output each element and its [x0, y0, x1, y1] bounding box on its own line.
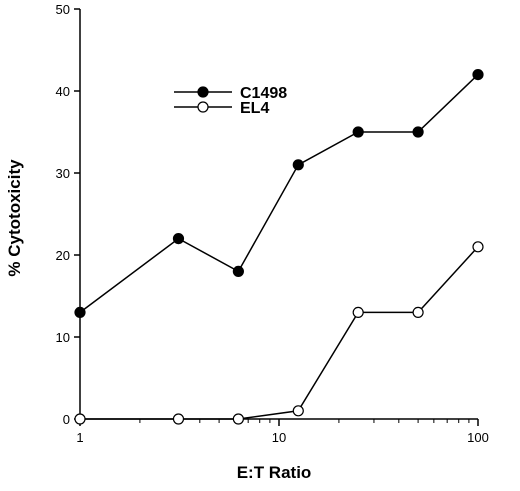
- data-point-el4: [352, 306, 364, 318]
- data-point-el4: [472, 241, 484, 253]
- data-point-el4: [292, 405, 304, 417]
- y-tick-label: 50: [56, 2, 70, 17]
- y-axis-title: % Cytotoxicity: [5, 159, 24, 277]
- data-point-el4: [232, 413, 244, 425]
- data-point-c1498: [172, 233, 185, 245]
- x-tick-label: 100: [467, 430, 489, 445]
- series-line-c1498: [79, 74, 479, 314]
- x-axis-title: E:T Ratio: [237, 463, 312, 482]
- data-point-c1498: [292, 159, 304, 171]
- legend-marker-el4: [197, 101, 209, 113]
- legend-label-el4: EL4: [240, 100, 269, 117]
- y-tick-label: 30: [56, 166, 70, 181]
- data-point-el4: [172, 413, 185, 425]
- x-tick-label: 10: [272, 430, 286, 445]
- data-point-c1498: [412, 126, 424, 138]
- legend-label-c1498: C1498: [240, 85, 287, 102]
- data-point-c1498: [472, 68, 484, 81]
- y-tick-label: 10: [56, 330, 70, 345]
- y-ticks: 0 10 20 30 40 50: [56, 2, 80, 427]
- y-tick-label: 40: [56, 84, 70, 99]
- legend: C1498 EL4: [174, 85, 287, 117]
- data-point-c1498: [74, 306, 86, 318]
- y-tick-label: 0: [63, 412, 70, 427]
- data-point-el4: [74, 413, 86, 425]
- x-tick-label: 1: [76, 430, 83, 445]
- legend-item-el4: EL4: [174, 100, 269, 117]
- series-line-el4: [80, 246, 479, 420]
- data-point-el4: [412, 306, 424, 318]
- data-point-c1498: [232, 265, 244, 277]
- x-ticks: 1 10 100: [76, 419, 489, 445]
- data-point-c1498: [352, 126, 364, 138]
- y-tick-label: 20: [56, 248, 70, 263]
- legend-item-c1498: C1498: [174, 85, 287, 102]
- series-layer: [74, 68, 484, 425]
- legend-marker-c1498: [197, 86, 209, 98]
- axes: [79, 9, 478, 420]
